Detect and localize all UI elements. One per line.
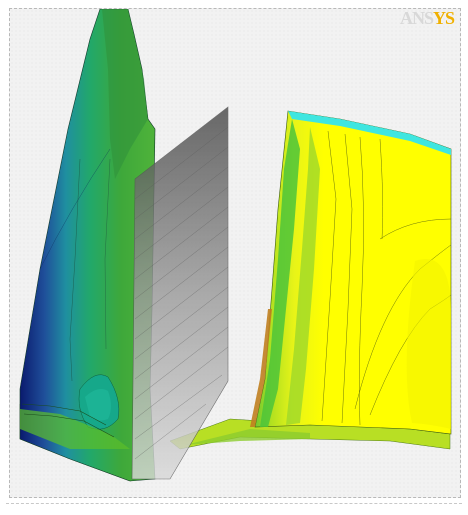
mesh-surface: [131, 106, 229, 480]
blade-left: [19, 9, 156, 482]
status-divider: [6, 503, 462, 504]
cfd-graphics-window[interactable]: [10, 9, 460, 497]
blade-right: [250, 110, 452, 435]
graphics-viewport-frame[interactable]: ANSYS: [9, 8, 461, 498]
ansys-logo: ANSYS: [399, 8, 455, 28]
